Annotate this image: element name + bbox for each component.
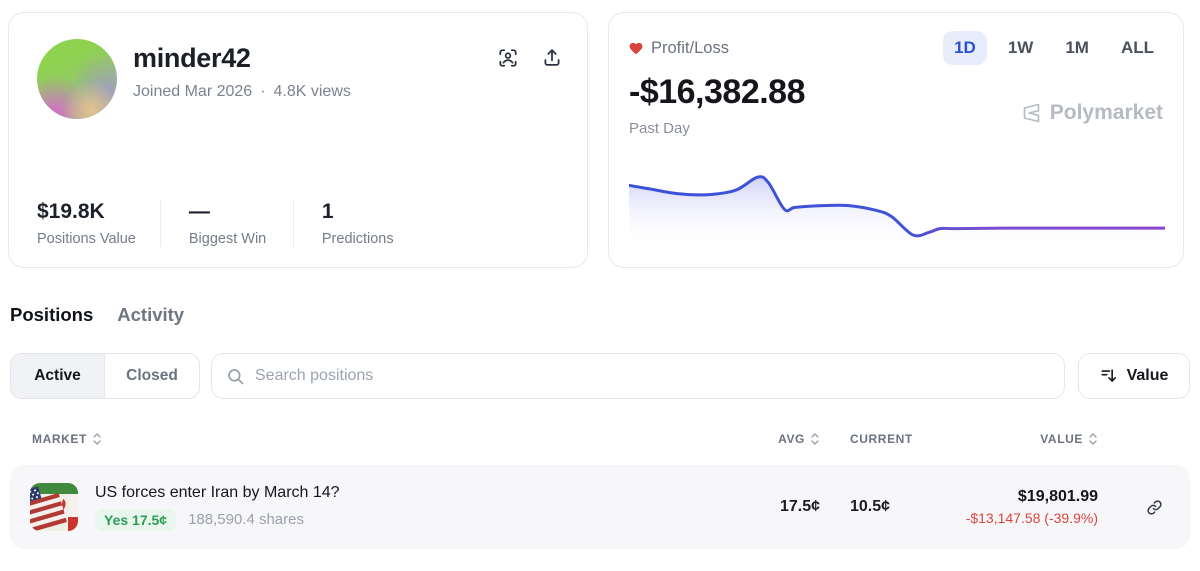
table-header: MARKET AVG CURRENT VALUE: [10, 429, 1190, 449]
joined-date: Joined Mar 2026: [133, 83, 253, 100]
current-price: 10.5¢: [850, 498, 891, 515]
sort-chevrons-icon: [93, 433, 101, 445]
polymarket-logo-icon: [1023, 103, 1040, 123]
position-value: $19,801.99: [1017, 488, 1098, 505]
username: minder42: [133, 43, 251, 73]
avatar: [37, 39, 117, 119]
stat-positions-value: $19.8K Positions Value: [37, 200, 161, 247]
segment-active[interactable]: Active: [11, 354, 105, 398]
profile-card: minder42 Joined Mar 2026 · 4.8K views: [8, 12, 588, 268]
meta-dot: ·: [260, 83, 266, 100]
position-pnl: -$13,147.58 (-39.9%): [965, 510, 1098, 526]
search-positions-input[interactable]: [255, 367, 1050, 385]
header-avg[interactable]: AVG: [778, 432, 820, 446]
shares-count: 188,590.4 shares: [188, 511, 304, 528]
section-tabs: Positions Activity: [10, 304, 1200, 326]
position-row[interactable]: US forces enter Iran by March 14? Yes 17…: [10, 465, 1190, 549]
market-link-icon[interactable]: [1145, 498, 1164, 517]
positions-controls: Active Closed Value: [10, 353, 1190, 399]
avg-price: 17.5¢: [779, 498, 820, 515]
pnl-label: Profit/Loss: [651, 38, 729, 57]
tab-activity[interactable]: Activity: [117, 304, 185, 325]
stat-biggest-win: — Biggest Win: [189, 200, 294, 247]
market-thumbnail-us-iran-flags: [30, 483, 78, 531]
pnl-chart: [629, 155, 1165, 247]
pnl-value: -$16,382.88: [629, 73, 806, 111]
stat-predictions: 1 Predictions: [321, 200, 394, 247]
profile-stats: $19.8K Positions Value — Biggest Win 1 P…: [37, 200, 563, 247]
profile-meta: Joined Mar 2026 · 4.8K views: [133, 83, 351, 101]
polymarket-watermark: Polymarket: [1019, 101, 1163, 125]
time-range-selector: 1D 1W 1M ALL: [943, 31, 1165, 65]
face-scan-icon[interactable]: [497, 47, 519, 69]
header-current: CURRENT: [850, 432, 913, 446]
search-positions-box[interactable]: [211, 353, 1065, 399]
pnl-card: Profit/Loss 1D 1W 1M ALL -$16,382.88 Pas…: [608, 12, 1184, 268]
top-cards: minder42 Joined Mar 2026 · 4.8K views: [0, 0, 1200, 268]
market-title[interactable]: US forces enter Iran by March 14?: [95, 483, 340, 501]
views-count: 4.8K views: [273, 83, 351, 100]
pnl-period: Past Day: [629, 120, 690, 137]
active-closed-toggle: Active Closed: [10, 353, 200, 399]
range-1m[interactable]: 1M: [1065, 38, 1089, 57]
sort-chevrons-icon: [811, 433, 819, 445]
header-market[interactable]: MARKET: [32, 432, 102, 446]
sort-chevrons-icon: [1089, 433, 1097, 445]
range-all[interactable]: ALL: [1120, 38, 1154, 57]
sort-descending-icon: [1101, 369, 1116, 382]
segment-closed[interactable]: Closed: [105, 354, 199, 398]
range-1d[interactable]: 1D: [943, 31, 987, 65]
sort-by-value-button[interactable]: Value: [1078, 353, 1190, 399]
share-upload-icon[interactable]: [541, 47, 563, 69]
tab-positions[interactable]: Positions: [10, 304, 94, 325]
search-icon: [228, 368, 244, 384]
range-1w[interactable]: 1W: [1007, 38, 1034, 57]
header-value[interactable]: VALUE: [1040, 432, 1098, 446]
outcome-badge: Yes 17.5¢: [95, 508, 177, 531]
heart-icon: [629, 42, 643, 54]
